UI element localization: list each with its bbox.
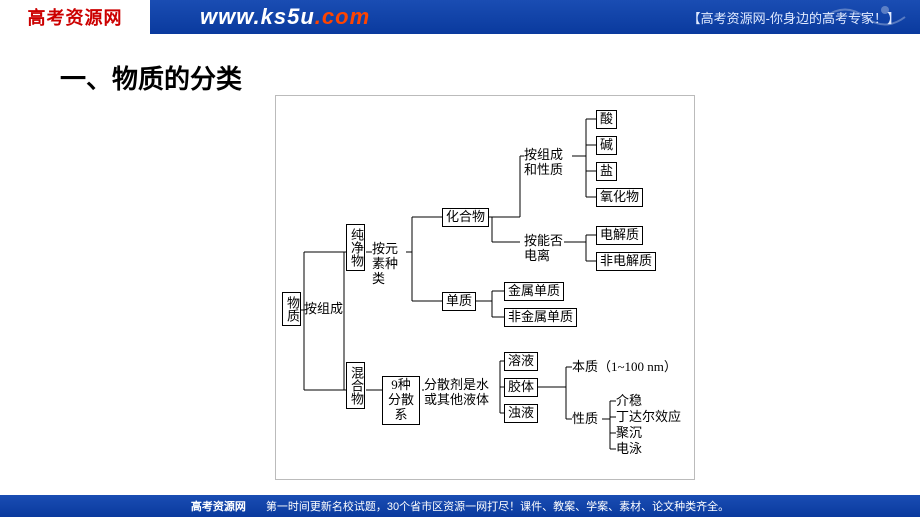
label-p4: 电泳 xyxy=(616,442,642,457)
url-white: www.ks5u xyxy=(200,4,315,29)
node-base: 碱 xyxy=(596,136,617,155)
label-by_comp: 按组成 xyxy=(304,302,343,317)
node-nelyte: 非电解质 xyxy=(596,252,656,271)
page-title: 一、物质的分类 xyxy=(60,59,920,96)
node-oxide: 氧化物 xyxy=(596,188,643,207)
label-prop: 性质 xyxy=(572,412,598,427)
node-metal: 金属单质 xyxy=(504,282,564,301)
node-pure: 纯净物 xyxy=(346,224,365,271)
node-elyte: 电解质 xyxy=(596,226,643,245)
label-essence: 本质（1~100 nm） xyxy=(572,360,677,375)
node-root: 物质 xyxy=(282,292,301,326)
node-elem: 单质 xyxy=(442,292,476,311)
node-mix: 混合物 xyxy=(346,362,365,409)
node-comp: 化合物 xyxy=(442,208,489,227)
node-nmetal: 非金属单质 xyxy=(504,308,577,327)
node-tur: 浊液 xyxy=(504,404,538,423)
label-by_ion: 按能否电离 xyxy=(524,234,566,264)
node-salt: 盐 xyxy=(596,162,617,181)
label-by_cp: 按组成和性质 xyxy=(524,148,574,178)
url-red: .com xyxy=(315,4,370,29)
node-sys: 9种分散系 xyxy=(382,376,420,425)
footer-brand: 高考资源网 xyxy=(191,498,246,514)
slogan-text: 【高考资源网-你身边的高考专家！】 xyxy=(688,8,900,27)
node-sol: 溶液 xyxy=(504,352,538,371)
footer-text: 第一时间更新名校试题，30个省市区资源一网打尽！课件、教案、学案、素材、论文种类… xyxy=(266,498,729,514)
node-col: 胶体 xyxy=(504,378,538,397)
label-p3: 聚沉 xyxy=(616,426,642,441)
site-url: www.ks5u.com xyxy=(200,4,370,30)
label-disp: 分散剂是水或其他液体 xyxy=(424,378,500,408)
label-p1: 介稳 xyxy=(616,394,642,409)
label-p2: 丁达尔效应 xyxy=(616,410,681,425)
site-logo: 高考资源网 xyxy=(0,0,150,34)
node-acid: 酸 xyxy=(596,110,617,129)
bottom-footer: 高考资源网 第一时间更新名校试题，30个省市区资源一网打尽！课件、教案、学案、素… xyxy=(0,495,920,517)
diagram-container: 物质 纯净物混合物 化合物单质 9种分散系 酸碱盐氧化物电解质非电解质金属单质非金属单质… xyxy=(275,95,695,480)
top-header: 高考资源网 www.ks5u.com 【高考资源网-你身边的高考专家！】 xyxy=(0,0,920,34)
label-by_elem: 按元素种类 xyxy=(372,242,406,287)
classification-tree: 物质 纯净物混合物 化合物单质 9种分散系 酸碱盐氧化物电解质非电解质金属单质非金属单质… xyxy=(276,96,694,479)
